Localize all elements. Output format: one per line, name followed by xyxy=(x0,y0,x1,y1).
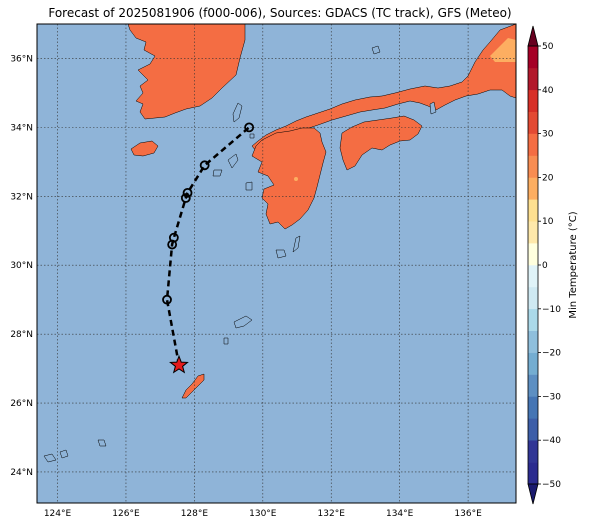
land-shikoku xyxy=(339,115,423,171)
map-title: Forecast of 2025081906 (f000-006), Sourc… xyxy=(48,6,512,20)
colorbar-band xyxy=(528,133,538,156)
colorbar-band xyxy=(528,265,538,288)
colorbar-band xyxy=(528,396,538,419)
island-tsushima xyxy=(232,102,243,123)
colorbar: 50 40 30 20 10 0 −10 −20 −30 −40 −50 Min Temperatur… xyxy=(527,25,579,505)
track-point-marker xyxy=(182,187,193,198)
colorbar-band xyxy=(528,352,538,375)
colorbar-tick-label: 0 xyxy=(542,261,548,271)
island-awaji xyxy=(429,101,437,115)
map-gridlines xyxy=(37,24,516,503)
island-tanegashima xyxy=(292,235,301,253)
colorbar-band xyxy=(528,418,538,441)
track-point-marker xyxy=(244,122,255,133)
island-ishigaki xyxy=(43,453,57,463)
colorbar-band xyxy=(528,177,538,200)
colorbar-tick-label: 20 xyxy=(542,173,554,183)
island-yakushima xyxy=(275,249,287,259)
lon-tick-label: 126°E xyxy=(112,509,140,519)
colorbar-tick-label: −40 xyxy=(542,436,561,446)
colorbar-band xyxy=(528,243,538,266)
colorbar-band xyxy=(528,46,538,69)
colorbar-band xyxy=(528,221,538,244)
colorbar-band xyxy=(528,286,538,310)
lon-tick-label: 124°E xyxy=(44,509,72,519)
island-goto-south xyxy=(212,169,223,177)
current-position-star xyxy=(169,354,189,374)
island-amami xyxy=(233,315,253,329)
colorbar-label: Min Temperature (°C) xyxy=(568,211,579,318)
land-warm-spot xyxy=(294,177,298,181)
island-tokunoshima xyxy=(223,337,229,345)
colorbar-tick-label: 10 xyxy=(542,217,554,227)
colorbar-extend-max xyxy=(527,25,539,47)
tc-track-line xyxy=(165,126,250,366)
lon-tick-label: 130°E xyxy=(249,509,277,519)
lat-tick-label: 24°N xyxy=(10,468,33,478)
colorbar-tick-label: −20 xyxy=(542,349,561,359)
lon-tick-label: 132°E xyxy=(318,509,346,519)
land-warm-patch xyxy=(490,38,516,62)
track-point-marker xyxy=(162,294,172,305)
island-goto xyxy=(227,153,239,169)
island-koshiki xyxy=(245,181,253,191)
colorbar-tick-label: −30 xyxy=(542,392,561,402)
lon-tick-label: 134°E xyxy=(386,509,414,519)
colorbar-tick-label: −10 xyxy=(542,305,561,315)
lon-tick-label: 128°E xyxy=(181,509,209,519)
land-okinawa xyxy=(181,373,205,399)
colorbar-band xyxy=(528,374,538,397)
island-miyako xyxy=(97,439,107,447)
lat-tick-label: 30°N xyxy=(10,261,33,271)
map-axis-ticks: 124°E 126°E 128°E 130°E 132°E 134°E 136°E 24°N 2… xyxy=(10,54,482,519)
track-point-marker xyxy=(180,193,191,203)
island-iriomote xyxy=(59,449,69,459)
lat-tick-label: 32°N xyxy=(10,192,33,202)
colorbar-band xyxy=(528,440,538,463)
colorbar-band xyxy=(528,330,538,353)
tc-track-markers xyxy=(162,122,255,374)
colorbar-tick-label: 50 xyxy=(542,42,554,52)
lat-tick-label: 34°N xyxy=(10,123,33,133)
colorbar-band xyxy=(528,155,538,178)
lat-tick-label: 36°N xyxy=(10,54,33,64)
lon-tick-label: 136°E xyxy=(454,509,482,519)
lat-tick-label: 28°N xyxy=(10,330,33,340)
map-frame xyxy=(36,23,517,504)
track-point-marker xyxy=(199,160,210,171)
colorbar-extend-min xyxy=(527,483,539,505)
lat-tick-label: 26°N xyxy=(10,399,33,409)
land-korean-peninsula xyxy=(127,24,246,120)
colorbar-tick-label: −50 xyxy=(542,480,561,490)
colorbar-band xyxy=(528,308,538,331)
colorbar-band xyxy=(528,89,538,112)
track-point-marker xyxy=(168,232,179,243)
land-jeju-island xyxy=(130,140,159,157)
colorbar-band xyxy=(528,111,538,134)
colorbar-band xyxy=(528,199,538,222)
colorbar-band xyxy=(528,67,538,91)
land-kyushu xyxy=(251,127,327,230)
colorbar-tick-label: 30 xyxy=(542,130,554,140)
island-iki xyxy=(249,133,255,139)
colorbar-tick-label: 40 xyxy=(542,86,554,96)
island-oki xyxy=(371,45,381,55)
colorbar-band xyxy=(528,462,538,485)
